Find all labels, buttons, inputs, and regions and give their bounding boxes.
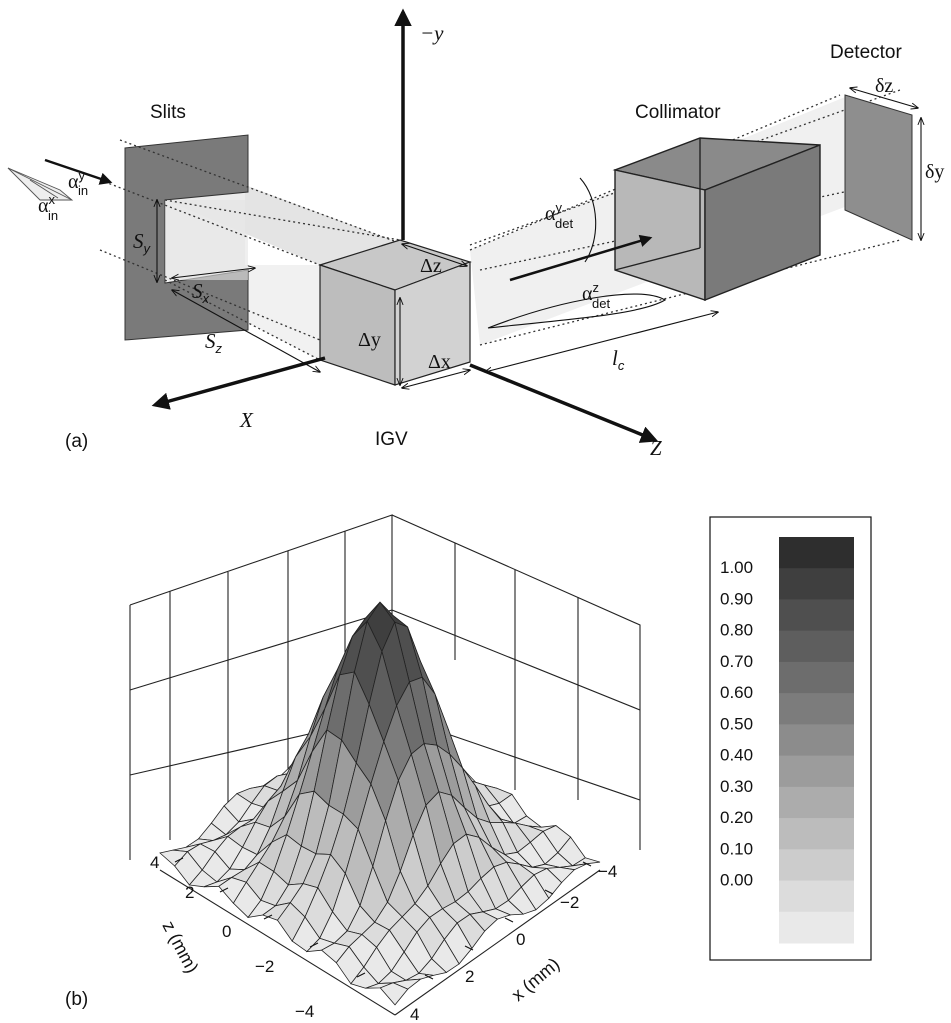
colorbar-label: 0.40 [720, 746, 753, 765]
colorbar-label: 0.50 [720, 714, 753, 733]
slits-label: Slits [150, 102, 186, 123]
sx-label: Sx [192, 279, 210, 306]
colorbar-swatch [779, 724, 854, 757]
collimator-label: Collimator [635, 102, 721, 123]
colorbar-label: 0.60 [720, 683, 753, 702]
colorbar-label: 0.10 [720, 839, 753, 858]
lc-label: lc [612, 346, 625, 373]
sy-label: Sy [133, 229, 152, 256]
colorbar-label: 0.90 [720, 589, 753, 608]
colorbar-swatch [779, 599, 854, 632]
colorbar-label: 0.80 [720, 621, 753, 640]
panel-a-label: (a) [65, 431, 88, 452]
x-tick-label: 4 [410, 1005, 419, 1023]
colorbar-label: 0.00 [720, 871, 753, 890]
alpha-det-z-label: αz det [582, 280, 610, 311]
neg-y-axis-label: −y [420, 21, 444, 45]
x-axis-label: X [239, 408, 254, 432]
z-tick-label: 4 [150, 853, 159, 872]
x-tick-label: −4 [598, 862, 617, 881]
colorbar-label: 0.20 [720, 808, 753, 827]
detector-label: Detector [830, 42, 902, 63]
surface-patch [379, 982, 409, 1006]
small-delta-z-label: δz [875, 75, 893, 97]
surface-mesh [159, 601, 601, 1006]
panel-b: 4 2 0 −2 −4 −4 −2 0 2 4 z (mm) x (mm) (b… [65, 514, 872, 1023]
colorbar-swatch [779, 537, 854, 569]
colorbar-swatch [779, 755, 854, 788]
tick-marks [174, 857, 592, 980]
x-axis-arrow [151, 356, 326, 410]
colorbar-label: 0.30 [720, 777, 753, 796]
colorbar-label: 0.70 [720, 652, 753, 671]
x-axis-title: x (mm) [508, 954, 564, 1005]
alpha-det-y-label: αy det [545, 200, 573, 231]
delta-z-label: Δz [420, 255, 442, 277]
z-axis-title: z (mm) [158, 917, 202, 976]
alpha-in-y-label: αy in [68, 168, 88, 198]
colorbar-swatch [779, 661, 854, 694]
panel-b-label: (b) [65, 989, 88, 1010]
collimator-box [612, 137, 821, 302]
colorbar-swatch [779, 693, 854, 725]
z-tick-label: 2 [185, 883, 194, 902]
delta-y-label: Δy [358, 329, 381, 351]
z-tick-label: 0 [222, 922, 231, 941]
z-tick-label: −4 [295, 1002, 314, 1021]
colorbar-swatch [779, 568, 854, 600]
colorbar-swatch [779, 818, 854, 850]
alpha-in-x-label: αx in [38, 192, 58, 223]
dimension-lines [157, 88, 921, 388]
colorbar-swatch [779, 786, 854, 819]
colorbar-swatch [779, 911, 854, 944]
diffracted-beam-arrow [509, 234, 653, 282]
colorbar-swatch [779, 630, 854, 663]
x-tick-label: −2 [560, 893, 579, 912]
incident-beam-arrow [44, 158, 113, 185]
delta-x-label: Δx [428, 351, 451, 373]
panel-a: Slits Collimator Detector IGV (a) −y X Z… [7, 8, 944, 460]
colorbar-label: 1.00 [720, 558, 753, 577]
detector-plate [844, 94, 913, 241]
z-tick-label: −2 [255, 957, 274, 976]
igv-label: IGV [375, 429, 408, 450]
source-icon [7, 167, 74, 201]
x-tick-label: 0 [516, 930, 525, 949]
colorbar-swatch [779, 880, 854, 913]
z-axis-label: Z [650, 436, 662, 460]
slits-plate [124, 134, 249, 341]
small-delta-y-label: δy [925, 161, 944, 183]
sz-label: Sz [205, 329, 223, 356]
x-tick-label: 2 [465, 967, 474, 986]
z-axis-arrow [469, 363, 659, 443]
colorbar: 1.00 0.90 0.80 0.70 0.60 0.50 0.40 0.30 0.20 0.10… [720, 537, 854, 944]
colorbar-swatch [779, 849, 854, 882]
